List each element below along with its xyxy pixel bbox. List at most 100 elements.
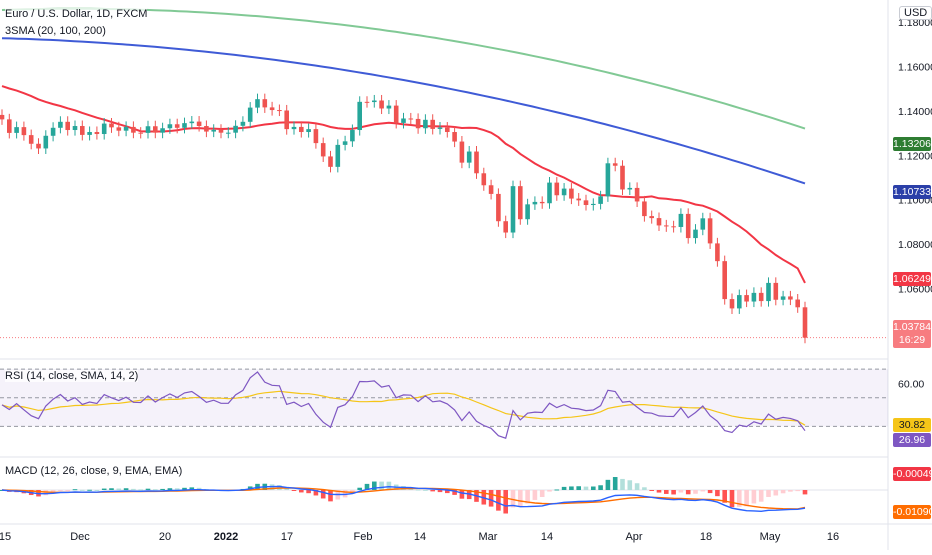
candle bbox=[350, 124, 355, 147]
candle bbox=[189, 116, 195, 129]
macd-histogram-bar bbox=[50, 490, 56, 494]
candle-body bbox=[707, 218, 713, 244]
macd-histogram-bar bbox=[72, 489, 78, 491]
macd-histogram-bar bbox=[153, 489, 158, 491]
candle-body bbox=[218, 129, 224, 133]
macd-histogram-bar bbox=[627, 480, 633, 490]
candle bbox=[722, 255, 727, 305]
macd-histogram-bar bbox=[80, 489, 85, 491]
candle-body bbox=[109, 123, 114, 128]
candle bbox=[642, 195, 647, 222]
time-axis-label: 17 bbox=[281, 531, 293, 543]
candle bbox=[707, 212, 713, 249]
candle-body bbox=[247, 107, 253, 122]
macd-histogram-bar bbox=[313, 490, 319, 496]
price-tick-label: 1.16000 bbox=[898, 62, 932, 74]
candle-body bbox=[788, 296, 793, 300]
candle bbox=[145, 120, 151, 139]
macd-histogram-bar bbox=[116, 488, 122, 490]
candle bbox=[28, 129, 34, 150]
macd-histogram-bar bbox=[773, 490, 779, 496]
macd-hist-tag: -0.00049 bbox=[893, 467, 932, 481]
candle-body bbox=[700, 218, 706, 230]
candle bbox=[532, 196, 538, 210]
candle bbox=[174, 118, 180, 134]
macd-histogram-bar bbox=[518, 490, 523, 508]
candle-body bbox=[364, 101, 370, 103]
macd-histogram-bar bbox=[649, 490, 654, 491]
candle-body bbox=[255, 99, 260, 108]
candle-body bbox=[678, 213, 684, 227]
candle-body bbox=[393, 105, 399, 123]
candle bbox=[328, 150, 333, 173]
candle bbox=[452, 126, 457, 148]
macd-histogram-bar bbox=[364, 483, 370, 490]
candle bbox=[218, 124, 224, 139]
candle bbox=[393, 100, 399, 129]
sma-legend: 3SMA (20, 100, 200) bbox=[5, 25, 106, 37]
candle bbox=[335, 139, 341, 173]
candle bbox=[131, 121, 136, 139]
candle bbox=[211, 124, 216, 138]
macd-histogram-bar bbox=[780, 490, 786, 494]
candle-body bbox=[722, 261, 727, 300]
candle bbox=[656, 212, 662, 231]
candle-body bbox=[123, 126, 129, 131]
candle-body bbox=[204, 126, 209, 132]
rsi-sma-tag: 30.82 bbox=[893, 418, 931, 432]
candle-body bbox=[379, 100, 384, 109]
candle-body bbox=[101, 123, 107, 135]
candle-body bbox=[36, 143, 41, 149]
bar-countdown: 16:29 bbox=[898, 334, 926, 346]
macd-histogram-bar bbox=[642, 487, 647, 490]
macd-line bbox=[1, 485, 806, 513]
candle bbox=[612, 157, 618, 172]
macd-histogram-bar bbox=[693, 490, 698, 494]
candle-body bbox=[525, 204, 530, 220]
macd-histogram-bar bbox=[445, 490, 450, 494]
macd-histogram-bar bbox=[751, 490, 757, 504]
candle-body bbox=[240, 121, 246, 126]
macd-histogram-bar bbox=[328, 490, 333, 502]
candle bbox=[255, 93, 260, 114]
candle bbox=[50, 122, 56, 142]
candle bbox=[240, 116, 246, 132]
candle-body bbox=[737, 295, 742, 309]
candle-body bbox=[313, 129, 319, 144]
candle bbox=[58, 116, 63, 134]
candle bbox=[299, 121, 304, 138]
candle-body bbox=[715, 243, 720, 262]
candle bbox=[671, 220, 676, 233]
candle-body bbox=[58, 121, 63, 128]
candle bbox=[766, 277, 771, 307]
currency-selector[interactable]: USD bbox=[899, 6, 932, 20]
macd-histogram-bar bbox=[342, 490, 348, 498]
candle-body bbox=[605, 163, 611, 197]
candle-body bbox=[547, 182, 552, 204]
candle-body bbox=[744, 295, 749, 302]
candle bbox=[503, 215, 508, 239]
macd-histogram-bar bbox=[561, 486, 567, 490]
candle-body bbox=[591, 203, 596, 206]
macd-histogram-bar bbox=[386, 481, 392, 490]
candle bbox=[408, 112, 414, 125]
macd-histogram-bar bbox=[291, 490, 297, 491]
macd-histogram-bar bbox=[700, 490, 706, 492]
candle bbox=[737, 289, 742, 314]
candle-body bbox=[401, 118, 406, 123]
candle-body bbox=[452, 132, 457, 142]
time-axis-label: Apr bbox=[625, 531, 642, 543]
candle bbox=[729, 293, 735, 314]
candle bbox=[583, 194, 589, 211]
candle-body bbox=[372, 100, 377, 103]
candle bbox=[342, 135, 348, 151]
candle bbox=[598, 190, 603, 210]
candle-body bbox=[72, 126, 78, 131]
candle bbox=[780, 290, 786, 306]
candle-body bbox=[634, 187, 640, 202]
candle bbox=[664, 219, 669, 232]
macd-histogram-bar bbox=[138, 489, 143, 491]
candle-body bbox=[145, 126, 151, 133]
